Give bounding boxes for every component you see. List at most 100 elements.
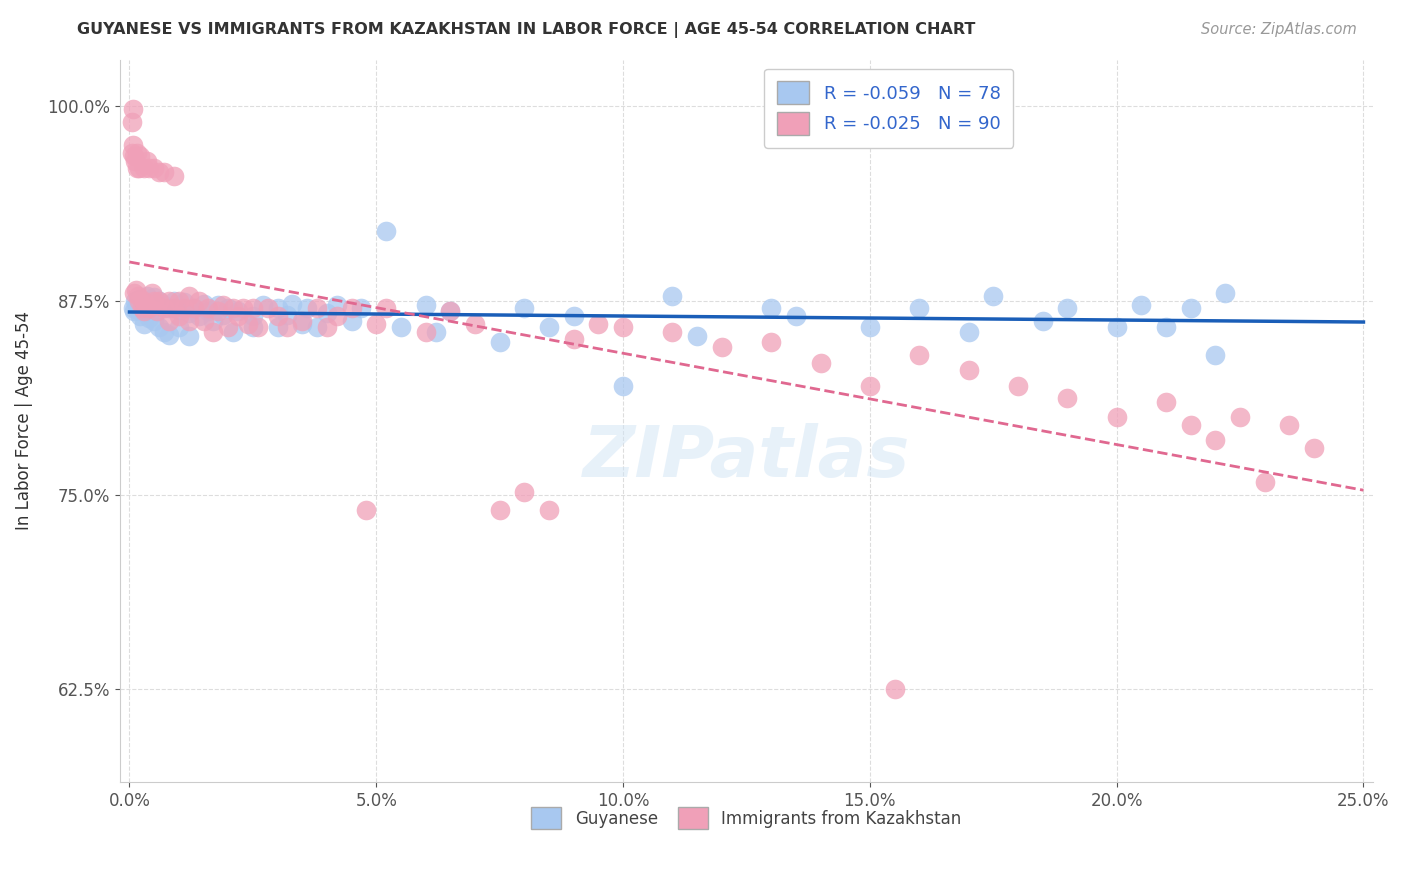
- Point: [145, 304, 167, 318]
- Point: [124, 149, 146, 163]
- Point: [562, 309, 585, 323]
- Point: [276, 308, 298, 322]
- Point: [316, 320, 339, 334]
- Point: [562, 332, 585, 346]
- Point: [276, 320, 298, 334]
- Point: [242, 301, 264, 316]
- Point: [202, 314, 225, 328]
- Point: [1180, 301, 1202, 316]
- Point: [124, 293, 146, 308]
- Point: [908, 301, 931, 316]
- Point: [513, 484, 536, 499]
- Point: [1105, 410, 1128, 425]
- Point: [134, 161, 156, 176]
- Point: [212, 298, 235, 312]
- Point: [246, 320, 269, 334]
- Point: [291, 314, 314, 328]
- Point: [163, 293, 186, 308]
- Point: [143, 161, 166, 176]
- Point: [1154, 320, 1177, 334]
- Point: [127, 302, 149, 317]
- Point: [138, 301, 160, 316]
- Point: [148, 320, 170, 334]
- Point: [135, 153, 157, 168]
- Point: [138, 161, 160, 176]
- Point: [513, 301, 536, 316]
- Point: [125, 298, 148, 312]
- Point: [1204, 348, 1226, 362]
- Point: [128, 293, 150, 308]
- Point: [256, 301, 278, 316]
- Point: [121, 145, 143, 160]
- Point: [785, 309, 807, 323]
- Point: [134, 304, 156, 318]
- Point: [183, 301, 205, 316]
- Point: [177, 289, 200, 303]
- Point: [1180, 417, 1202, 432]
- Point: [124, 285, 146, 300]
- Point: [295, 301, 318, 316]
- Point: [356, 503, 378, 517]
- Point: [207, 298, 229, 312]
- Point: [266, 320, 288, 334]
- Point: [167, 309, 190, 323]
- Point: [710, 340, 733, 354]
- Point: [291, 317, 314, 331]
- Point: [212, 308, 235, 322]
- Point: [588, 317, 610, 331]
- Point: [1229, 410, 1251, 425]
- Point: [612, 379, 634, 393]
- Point: [375, 301, 398, 316]
- Point: [157, 314, 180, 328]
- Point: [340, 301, 363, 316]
- Point: [134, 295, 156, 310]
- Point: [122, 138, 145, 153]
- Point: [340, 314, 363, 328]
- Point: [135, 289, 157, 303]
- Point: [326, 298, 349, 312]
- Point: [153, 325, 176, 339]
- Point: [537, 503, 560, 517]
- Point: [124, 153, 146, 168]
- Point: [187, 309, 209, 323]
- Point: [129, 149, 152, 163]
- Point: [134, 293, 156, 308]
- Point: [686, 329, 709, 343]
- Point: [1303, 441, 1326, 455]
- Point: [236, 317, 259, 331]
- Point: [1056, 301, 1078, 316]
- Point: [193, 296, 215, 310]
- Point: [187, 293, 209, 308]
- Point: [197, 304, 219, 318]
- Point: [163, 169, 186, 184]
- Point: [326, 309, 349, 323]
- Point: [167, 293, 190, 308]
- Text: Source: ZipAtlas.com: Source: ZipAtlas.com: [1201, 22, 1357, 37]
- Point: [439, 304, 461, 318]
- Point: [464, 317, 486, 331]
- Y-axis label: In Labor Force | Age 45-54: In Labor Force | Age 45-54: [15, 311, 32, 531]
- Point: [305, 301, 328, 316]
- Point: [127, 161, 149, 176]
- Point: [173, 295, 195, 310]
- Point: [439, 304, 461, 318]
- Point: [981, 289, 1004, 303]
- Point: [141, 285, 163, 300]
- Point: [148, 293, 170, 308]
- Point: [217, 301, 239, 316]
- Point: [1130, 298, 1153, 312]
- Point: [1154, 394, 1177, 409]
- Point: [125, 145, 148, 160]
- Point: [157, 293, 180, 308]
- Point: [167, 320, 190, 334]
- Point: [125, 283, 148, 297]
- Point: [177, 329, 200, 343]
- Point: [222, 325, 245, 339]
- Point: [375, 223, 398, 237]
- Point: [1254, 475, 1277, 490]
- Point: [425, 325, 447, 339]
- Point: [316, 306, 339, 320]
- Point: [148, 164, 170, 178]
- Point: [1213, 285, 1236, 300]
- Point: [134, 317, 156, 331]
